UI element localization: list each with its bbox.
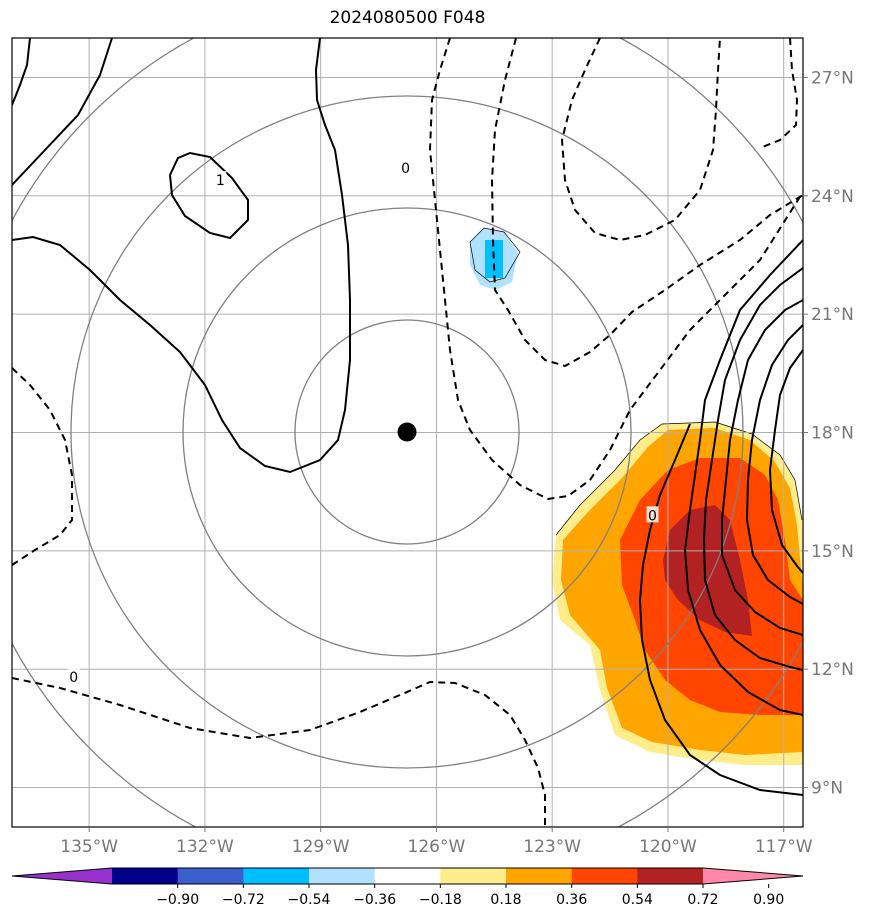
solid-contours: [12, 38, 803, 796]
colorbar-outline: [11, 867, 804, 885]
contour-label: 0: [401, 161, 410, 177]
colorbar-tick-label: −0.90: [156, 892, 199, 908]
shaded-anomaly-region-north: [469, 227, 521, 290]
lat-tick-label: 15°N: [811, 542, 854, 562]
dashed-contours: [12, 38, 803, 827]
colorbar-segment: [571, 868, 638, 884]
colorbar-segment: [637, 868, 704, 884]
colorbar-tick-label: −0.54: [288, 892, 331, 908]
lon-tick-label: 120°W: [639, 837, 697, 857]
lon-tick-label: 117°W: [755, 837, 813, 857]
colorbar-segment: [177, 868, 244, 884]
latitude-tick-labels: 9°N 12°N 15°N 18°N 21°N 24°N 27°N: [803, 68, 854, 799]
contour-label-bg: [67, 668, 80, 685]
colorbar-segment: [309, 868, 376, 884]
range-rings: [12, 38, 803, 827]
colorbar-segment: [374, 868, 441, 884]
colorbar-extend-high: [703, 868, 803, 884]
colorbar: [11, 867, 804, 885]
colorbar-segment: [112, 868, 179, 884]
contour-labels: 0 1 0 0: [67, 159, 659, 686]
colorbar-tick-label: 0.90: [753, 892, 784, 908]
shaded-anomaly-region-east: [552, 422, 803, 765]
contour-label-bg: [399, 159, 412, 176]
colorbar-tick-label: 0.54: [622, 892, 653, 908]
contour-label: 1: [216, 173, 225, 189]
map-title: 2024080500 F048: [329, 8, 486, 28]
lon-tick-label: 129°W: [292, 837, 350, 857]
lat-tick-label: 24°N: [811, 187, 854, 207]
lat-lon-gridlines: [12, 38, 803, 827]
contour-label-bg: [646, 506, 659, 523]
contour-label: 0: [648, 508, 657, 524]
lon-tick-label: 123°W: [523, 837, 581, 857]
lon-tick-label: 132°W: [176, 837, 234, 857]
lat-tick-label: 9°N: [811, 779, 843, 799]
longitude-tick-labels: 135°W 132°W 129°W 126°W 123°W 120°W 117°W: [60, 827, 813, 857]
colorbar-tick-label: 0.18: [490, 892, 521, 908]
colorbar-extend-low: [12, 868, 112, 884]
colorbar-tick-label: −0.72: [222, 892, 265, 908]
contour-label-bg: [214, 171, 227, 188]
contour-label: 0: [69, 670, 78, 686]
storm-center-marker: [397, 422, 417, 442]
lat-tick-label: 18°N: [811, 424, 854, 444]
colorbar-tick-labels: −0.90 −0.72 −0.54 −0.36 −0.18 0.18 0.36 0.54 0.7…: [156, 884, 784, 908]
colorbar-tick-label: 0.36: [556, 892, 587, 908]
colorbar-segment: [440, 868, 507, 884]
lat-tick-label: 12°N: [811, 660, 854, 680]
colorbar-segment: [506, 868, 573, 884]
lat-tick-label: 27°N: [811, 68, 854, 88]
lon-tick-label: 126°W: [408, 837, 466, 857]
colorbar-tick-label: −0.36: [353, 892, 396, 908]
colorbar-segment: [243, 868, 310, 884]
colorbar-tick-label: 0.72: [687, 892, 718, 908]
colorbar-tick-label: −0.18: [419, 892, 462, 908]
lat-tick-label: 21°N: [811, 305, 854, 325]
lon-tick-label: 135°W: [60, 837, 118, 857]
